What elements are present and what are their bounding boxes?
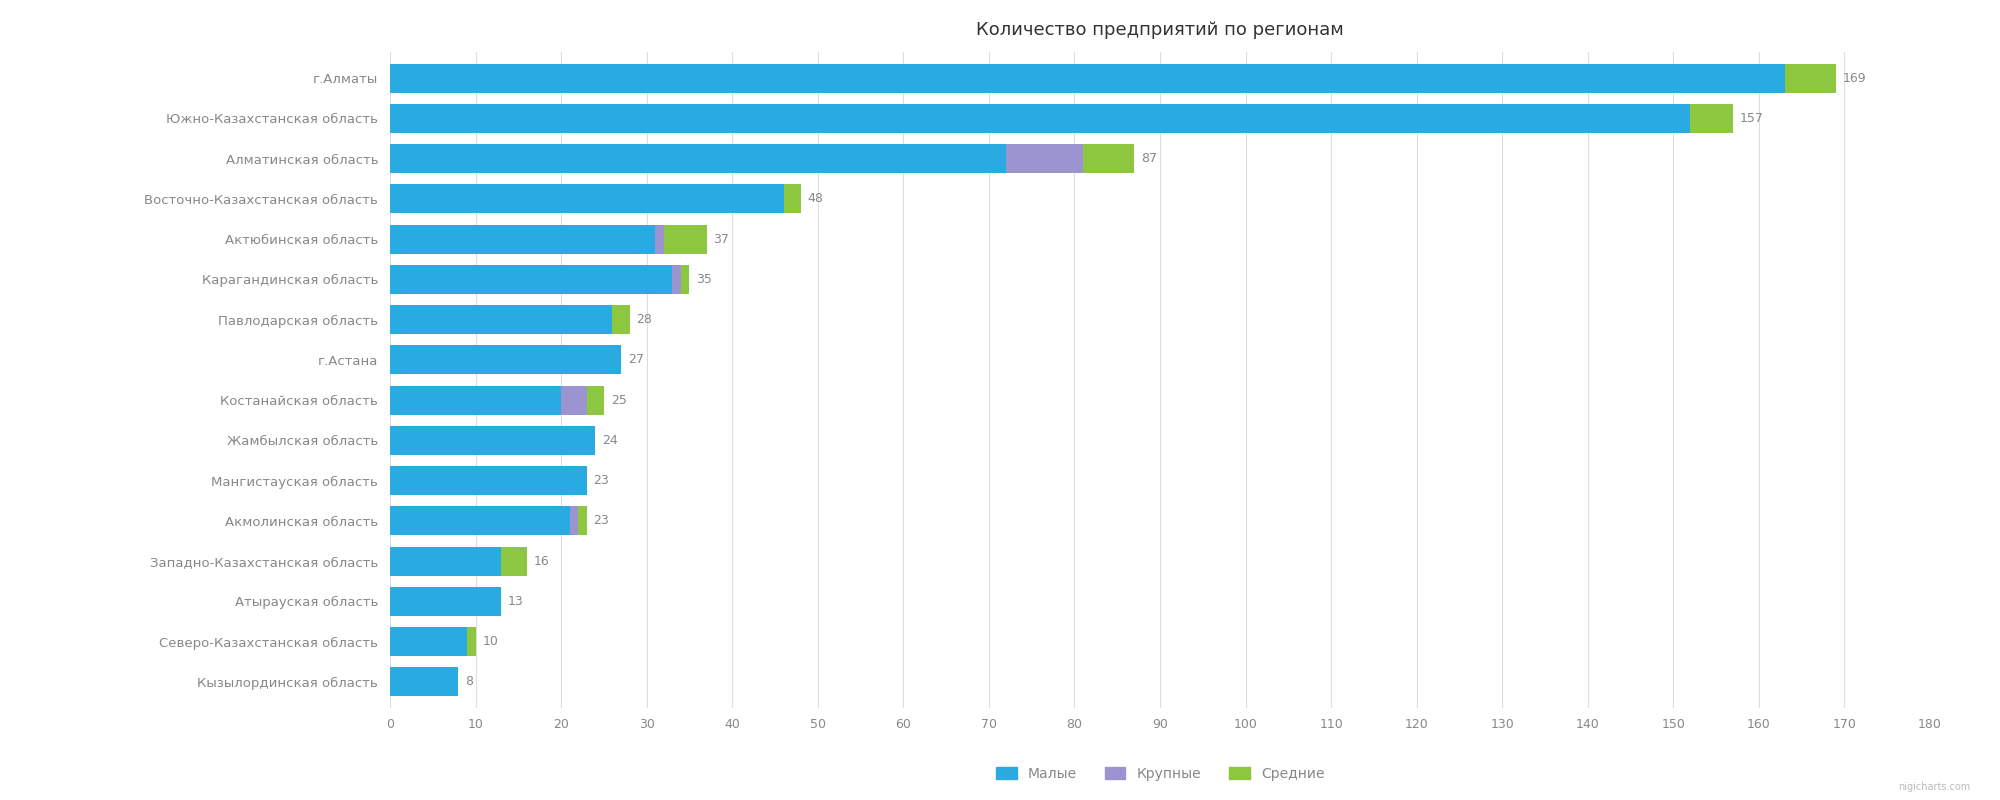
Bar [562, 386, 586, 414]
Bar [502, 546, 526, 575]
Text: 24: 24 [602, 434, 618, 447]
Bar [656, 225, 664, 254]
Bar [390, 546, 502, 575]
Title: Количество предприятий по регионам: Количество предприятий по регионам [976, 22, 1344, 39]
Bar [390, 64, 1784, 93]
Text: 23: 23 [594, 514, 610, 527]
Text: 169: 169 [1842, 72, 1866, 85]
Text: 157: 157 [1740, 112, 1764, 125]
Bar [390, 627, 468, 656]
Text: 13: 13 [508, 595, 524, 608]
Bar [664, 225, 706, 254]
Text: 37: 37 [714, 233, 730, 246]
Text: 25: 25 [610, 394, 626, 406]
Bar [612, 305, 630, 334]
Bar [390, 466, 586, 495]
Text: 23: 23 [594, 474, 610, 487]
Bar [672, 265, 680, 294]
Bar [390, 185, 784, 214]
Bar [390, 265, 672, 294]
Text: 27: 27 [628, 354, 644, 366]
Bar [390, 386, 562, 414]
Bar [390, 426, 596, 455]
Bar [390, 667, 458, 696]
Text: 35: 35 [696, 273, 712, 286]
Text: 87: 87 [1142, 152, 1158, 165]
Bar [1006, 144, 1084, 173]
Bar [390, 305, 612, 334]
Bar [390, 144, 1006, 173]
Text: 16: 16 [534, 554, 550, 568]
Bar [680, 265, 690, 294]
Bar [1784, 64, 1836, 93]
Text: 48: 48 [808, 192, 824, 206]
Bar [390, 587, 502, 616]
Legend: Малые, Крупные, Средние: Малые, Крупные, Средние [990, 762, 1330, 786]
Bar [390, 506, 570, 535]
Text: 28: 28 [636, 313, 652, 326]
Bar [578, 506, 586, 535]
Text: nigicharts.com: nigicharts.com [1898, 782, 1970, 792]
Bar [1084, 144, 1134, 173]
Bar [586, 386, 604, 414]
Bar [390, 346, 620, 374]
Bar [390, 104, 1690, 133]
Text: 10: 10 [482, 635, 498, 648]
Text: 8: 8 [466, 675, 474, 688]
Bar [784, 185, 800, 214]
Bar [390, 225, 656, 254]
Bar [468, 627, 476, 656]
Bar [1690, 104, 1734, 133]
Bar [570, 506, 578, 535]
